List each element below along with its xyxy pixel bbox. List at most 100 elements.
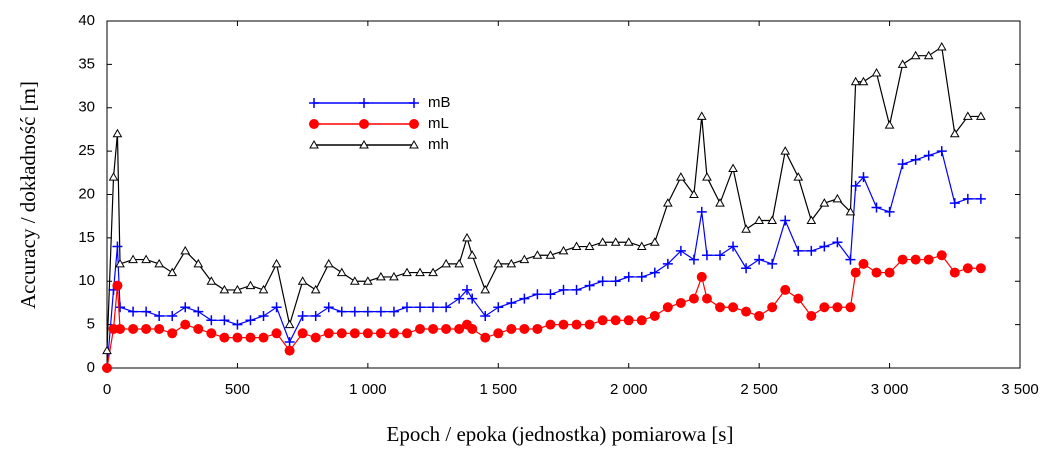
marker xyxy=(428,302,439,313)
marker xyxy=(832,302,843,313)
marker xyxy=(858,258,869,269)
marker xyxy=(258,310,269,321)
marker xyxy=(675,297,686,308)
marker xyxy=(662,302,673,313)
marker xyxy=(780,284,791,295)
marker xyxy=(610,237,621,246)
marker xyxy=(362,328,373,339)
marker xyxy=(506,297,517,308)
marker xyxy=(675,245,686,256)
marker xyxy=(689,189,699,198)
marker xyxy=(571,241,582,251)
x-tick-label: 3 500 xyxy=(1001,381,1039,398)
marker xyxy=(623,237,634,246)
marker xyxy=(545,319,556,330)
marker xyxy=(897,159,908,170)
marker xyxy=(975,263,986,274)
marker xyxy=(506,258,517,268)
marker xyxy=(297,328,308,339)
legend-marker xyxy=(409,139,419,149)
marker xyxy=(462,232,472,242)
marker xyxy=(154,310,165,321)
marker xyxy=(193,258,204,268)
marker xyxy=(232,284,243,294)
marker xyxy=(362,276,373,285)
marker xyxy=(610,315,621,326)
marker xyxy=(219,332,230,343)
marker xyxy=(780,146,791,155)
marker xyxy=(297,310,308,321)
marker xyxy=(923,150,934,161)
marker xyxy=(441,302,452,313)
marker xyxy=(506,323,517,334)
marker xyxy=(728,163,738,172)
marker xyxy=(454,323,465,334)
marker xyxy=(923,50,934,60)
marker xyxy=(284,319,295,329)
marker xyxy=(112,241,123,252)
marker xyxy=(767,302,778,313)
y-tick-label: 30 xyxy=(78,99,95,116)
marker xyxy=(180,245,191,255)
marker xyxy=(112,128,123,138)
marker xyxy=(845,302,856,313)
marker xyxy=(271,302,282,313)
marker xyxy=(597,237,608,246)
marker xyxy=(884,206,895,217)
marker xyxy=(696,206,707,217)
marker xyxy=(962,263,973,274)
marker xyxy=(610,276,621,287)
series-markers xyxy=(102,42,986,355)
marker xyxy=(936,146,947,157)
marker xyxy=(910,50,921,60)
marker xyxy=(415,267,425,277)
marker xyxy=(571,319,582,330)
marker xyxy=(271,328,282,339)
legend-marker xyxy=(309,98,319,108)
marker xyxy=(219,284,230,294)
marker xyxy=(232,319,243,330)
marker xyxy=(858,76,869,86)
series-markers xyxy=(102,250,986,373)
marker xyxy=(597,276,608,287)
marker xyxy=(884,267,895,278)
marker xyxy=(688,293,699,304)
marker xyxy=(167,328,178,339)
marker xyxy=(597,315,608,326)
marker xyxy=(767,258,778,269)
marker xyxy=(701,250,712,261)
y-tick-label: 10 xyxy=(78,272,95,289)
marker xyxy=(884,120,895,129)
legend-label: mh xyxy=(428,136,449,153)
marker xyxy=(850,180,861,191)
marker xyxy=(897,254,908,265)
marker xyxy=(180,302,191,313)
marker xyxy=(428,323,439,334)
legend-label: mB xyxy=(428,94,451,111)
marker xyxy=(850,267,861,278)
y-axis-label: Accuracy / dokładność [m] xyxy=(16,81,40,309)
marker xyxy=(858,172,869,183)
marker xyxy=(467,323,478,334)
y-tick-label: 35 xyxy=(78,55,95,72)
marker xyxy=(467,293,478,304)
marker xyxy=(388,328,399,339)
marker xyxy=(558,284,569,295)
marker xyxy=(493,258,504,268)
marker xyxy=(193,306,204,317)
marker xyxy=(441,258,451,268)
marker xyxy=(336,328,347,339)
x-tick-label: 0 xyxy=(103,381,111,398)
marker xyxy=(806,310,817,321)
marker xyxy=(154,258,165,268)
x-tick-label: 2 000 xyxy=(610,381,648,398)
marker xyxy=(128,254,138,264)
marker xyxy=(362,306,373,317)
marker xyxy=(519,293,530,304)
marker xyxy=(754,310,765,321)
marker xyxy=(415,302,426,313)
marker xyxy=(558,245,569,255)
marker xyxy=(558,319,569,330)
marker xyxy=(401,328,412,339)
y-tick-label: 5 xyxy=(87,316,95,333)
